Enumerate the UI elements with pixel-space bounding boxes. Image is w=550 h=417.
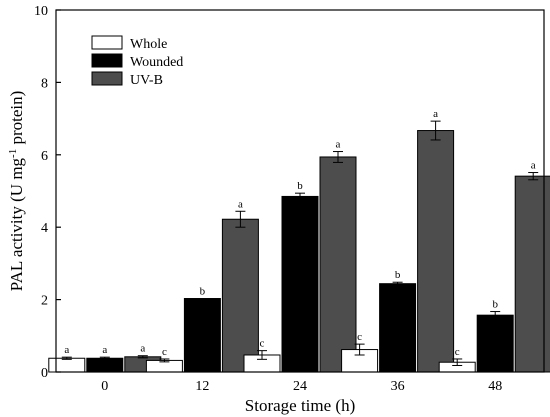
y-tick-label-4: 4 [41,221,48,236]
bar-wounded-12 [183,298,221,373]
significance-label: b [297,180,303,192]
x-axis-title: Storage time (h) [245,396,355,415]
x-axis: 0 12 24 36 48 [101,367,502,394]
y-tick-label-0: 0 [41,366,48,381]
significance-label: c [260,338,265,350]
y-tick-label-2: 2 [41,294,48,309]
y-tick-label-8: 8 [41,76,48,91]
y-axis: 0 2 4 6 8 10 [34,4,61,381]
significance-label: a [433,108,438,120]
y-axis-title-end: protein) [7,91,26,149]
legend-label-uv-b: UV-B [130,73,163,88]
bar-uv-b-48 [514,175,550,373]
significance-label: c [455,346,460,358]
grid-and-bars-layer: a a a c b a c b a c b a c b a [48,108,550,373]
y-axis-title: PAL activity (U mg-1 protein) [7,91,26,292]
significance-label: a [531,160,536,172]
significance-label: a [102,344,107,356]
x-tick-label-36: 36 [391,379,405,394]
bar-wounded-36 [379,283,417,373]
bar-uv-b-36 [417,130,455,373]
significance-label: c [357,331,362,343]
significance-label: b [492,299,498,311]
y-tick-label-10: 10 [34,4,48,19]
x-tick-label-24: 24 [293,379,307,394]
significance-label: b [395,269,401,281]
x-tick-label-0: 0 [101,379,108,394]
bar-whole-0 [48,357,86,373]
significance-label: a [140,343,145,355]
y-axis-title-superscript: -1 [7,149,19,158]
significance-label: a [64,344,69,356]
significance-label: a [238,198,243,210]
y-axis-title-main: PAL activity (U mg [7,157,26,291]
x-tick-label-12: 12 [195,379,209,394]
legend: Whole Wounded UV-B [91,35,183,88]
legend-swatch-whole [91,35,123,50]
significance-label: a [336,139,341,151]
x-tick-label-48: 48 [488,379,502,394]
bar-wounded-48 [476,314,514,373]
y-tick-label-6: 6 [41,149,48,164]
legend-label-whole: Whole [130,37,167,52]
significance-label: c [162,346,167,358]
legend-swatch-uv-b [91,71,123,86]
significance-label: b [200,286,206,298]
bar-uv-b-12 [221,218,259,373]
bar-uv-b-24 [319,156,357,373]
legend-swatch-wounded [91,53,123,68]
bar-wounded-24 [281,195,319,373]
legend-label-wounded: Wounded [130,55,183,70]
